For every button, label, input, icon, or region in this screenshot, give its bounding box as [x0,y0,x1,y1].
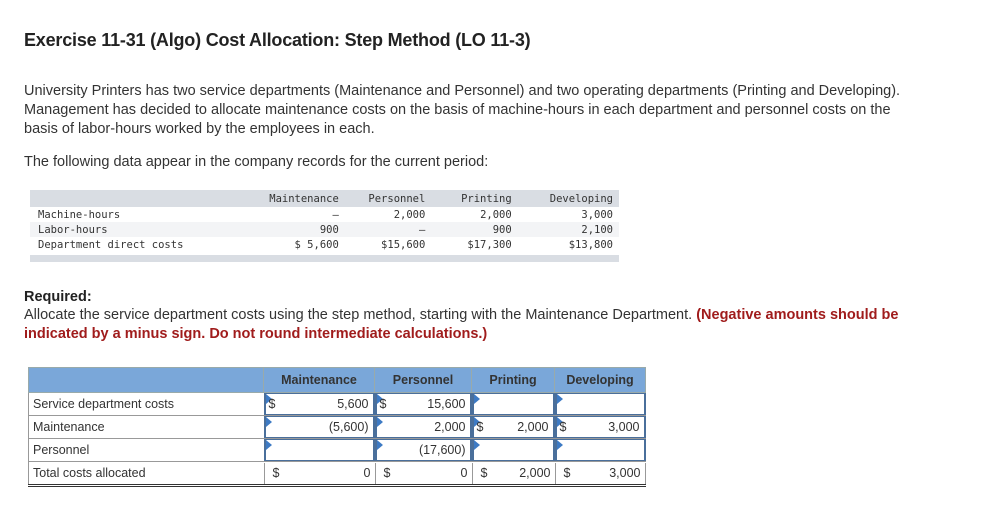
cell-value: — [332,208,339,221]
cell-value: 900 [248,222,345,237]
answer-row-service-costs: Service department costs $5,600 $15,600 [28,392,646,416]
required-text: Allocate the service department costs us… [24,307,697,323]
table-row: Department direct costs $ 5,600 $15,600 … [30,237,619,252]
cell-value: 3,000 [581,208,613,221]
currency-symbol: $ [480,466,488,480]
total-value: 3,000 [609,466,641,480]
row-label: Labor-hours [30,222,249,237]
total-personnel: $0 [374,462,472,484]
total-printing: $2,000 [471,462,555,484]
table-row: Machine-hours — 2,000 2,000 3,000 [30,207,619,222]
input-service-developing[interactable] [554,393,646,415]
input-marker-icon [556,440,563,450]
header-personnel: Personnel [344,190,432,207]
input-personnel-developing[interactable] [554,439,646,461]
input-marker-icon [473,440,480,450]
input-value: 2,000 [434,420,466,434]
currency-symbol: $ [379,397,387,411]
input-value: (17,600) [418,443,466,457]
required-instructions: Allocate the service department costs us… [24,306,964,344]
given-data-table: Maintenance Personnel Printing Developin… [30,190,619,262]
total-developing: $3,000 [554,462,646,484]
total-value: 0 [363,466,371,480]
row-label: Machine-hours [38,208,121,221]
header-blank [28,367,264,393]
currency-symbol: $ [563,466,571,480]
input-marker-icon [473,417,480,427]
problem-description: University Printers has two service depa… [24,83,901,137]
table-row: Labor-hours 900 — 900 2,100 [30,222,619,237]
cell-value: 2,100 [517,222,619,237]
input-value: 15,600 [427,397,466,411]
input-value: (5,600) [328,420,369,434]
row-label: Service department costs [28,392,264,416]
answer-table: Maintenance Personnel Printing Developin… [28,367,646,487]
input-service-printing[interactable] [471,393,555,415]
input-marker-icon [376,417,383,427]
cell-value: $17,300 [467,238,512,251]
header-developing: Developing [517,190,619,207]
answer-table-header: Maintenance Personnel Printing Developin… [28,367,646,393]
input-marker-icon [265,394,272,404]
row-label: Total costs allocated [28,461,264,487]
data-intro: The following data appear in the company… [24,154,489,170]
cell-value: 2,000 [393,208,426,221]
answer-row-personnel: Personnel (17,600) [28,438,646,462]
input-marker-icon [265,417,272,427]
header-printing: Printing [431,190,518,207]
total-value: 2,000 [519,466,551,480]
cell-value: — [344,222,432,237]
row-label: Department direct costs [38,238,184,251]
header-blank [30,190,249,207]
header-personnel: Personnel [374,367,472,393]
input-service-personnel[interactable]: $15,600 [374,393,472,415]
data-table-header: Maintenance Personnel Printing Developin… [30,190,619,207]
input-service-maintenance[interactable]: $5,600 [263,393,375,415]
input-value: 2,000 [517,420,549,434]
required-note: (Negative amounts should be indicated by… [24,307,899,342]
input-maintenance-maintenance[interactable]: (5,600) [263,416,375,438]
input-marker-icon [376,394,383,404]
input-marker-icon [265,440,272,450]
currency-symbol: $ [559,420,567,434]
currency-symbol: $ [383,466,391,480]
input-personnel-personnel[interactable]: (17,600) [374,439,472,461]
header-developing: Developing [554,367,646,393]
input-marker-icon [556,417,563,427]
input-marker-icon [556,394,563,404]
input-value: 5,600 [337,397,369,411]
input-value: 3,000 [608,420,640,434]
cell-value: 2,000 [480,208,512,221]
input-maintenance-developing[interactable]: $3,000 [554,416,646,438]
currency-symbol: $ [476,420,484,434]
header-maintenance: Maintenance [248,190,345,207]
currency-symbol: $ [268,397,276,411]
page-title: Exercise 11-31 (Algo) Cost Allocation: S… [24,30,531,50]
answer-row-total: Total costs allocated $0 $0 $2,000 $3,00… [28,461,646,487]
cell-value: $ 5,600 [294,238,339,251]
input-maintenance-printing[interactable]: $2,000 [471,416,555,438]
currency-symbol: $ [272,466,280,480]
table-footer-bar [30,255,619,262]
input-marker-icon [473,394,480,404]
cell-value: $13,800 [568,238,613,251]
answer-row-maintenance: Maintenance (5,600) 2,000 $2,000 $3,000 [28,415,646,439]
input-maintenance-personnel[interactable]: 2,000 [374,416,472,438]
required-heading: Required: [24,289,92,305]
input-personnel-printing[interactable] [471,439,555,461]
cell-value: 900 [431,222,518,237]
header-maintenance: Maintenance [263,367,375,393]
row-label: Maintenance [28,415,264,439]
total-maintenance: $0 [263,462,375,484]
total-value: 0 [460,466,468,480]
header-printing: Printing [471,367,555,393]
input-marker-icon [376,440,383,450]
cell-value: $15,600 [381,238,426,251]
input-personnel-maintenance[interactable] [263,439,375,461]
row-label: Personnel [28,438,264,462]
